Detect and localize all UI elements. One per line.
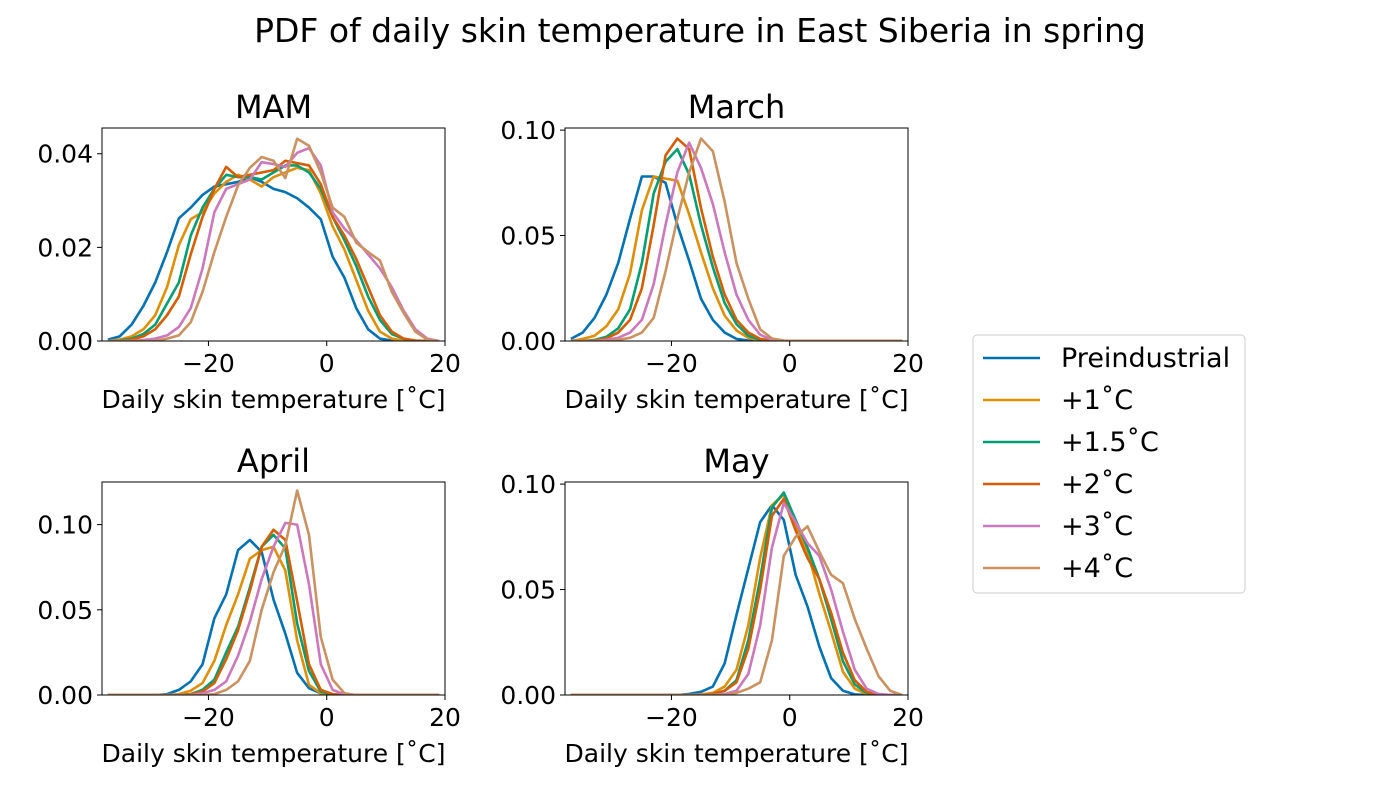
figure-suptitle: PDF of daily skin temperature in East Si… [254,11,1146,50]
legend-entry-plus-1-5c: +1.5˚C [983,427,1159,458]
subplot-may: −20 0 20 0.00 0.05 0.10 May Daily skin temperat… [500,442,924,768]
may-ytick-label: 0.05 [500,576,556,605]
april-title: April [237,442,310,480]
mam-line-preindustrial [107,175,440,341]
march-xtick-label: −20 [645,349,698,378]
legend-entry-plus-1c: +1˚C [983,385,1133,416]
april-series-lines [107,489,440,695]
march-title: March [688,88,786,126]
legend-label: +1˚C [1061,385,1133,416]
may-ytick-label: 0.10 [500,470,556,499]
legend-label: +1.5˚C [1061,427,1159,458]
march-xtick-label: 20 [892,349,924,378]
mam-ytick-label: 0.02 [37,233,93,262]
march-line-plus-2c [570,137,903,341]
mam-axes-frame [101,127,446,342]
legend-label: +3˚C [1061,511,1133,542]
april-line-plus-3c [107,521,440,695]
mam-line-plus-2c [107,159,440,341]
mam-line-plus-1c [107,166,440,341]
may-xlabel: Daily skin temperature [˚C] [565,739,909,768]
legend-label: +2˚C [1061,469,1133,500]
subplot-march: −20 0 20 0.00 0.05 0.10 March Daily skin temper… [500,88,924,414]
mam-xlabel: Daily skin temperature [˚C] [102,385,446,414]
may-line-plus-4c [570,524,903,695]
mam-xtick-label: −20 [182,349,235,378]
legend-entry-plus-2c: +2˚C [983,469,1133,500]
march-ytick-label: 0.00 [500,327,556,356]
subplot-april: −20 0 20 0.00 0.05 0.10 April Daily skin temper… [37,442,461,768]
may-xtick-label: 0 [782,703,798,732]
april-ytick-label: 0.10 [37,511,93,540]
march-line-plus-3c [570,141,903,341]
april-line-plus-1-5c [107,533,440,695]
legend-entry-plus-4c: +4˚C [983,553,1133,584]
march-xtick-label: 0 [782,349,798,378]
april-line-preindustrial [107,538,440,695]
mam-line-plus-3c [107,146,440,341]
subplot-mam: −20 0 20 0.00 0.02 0.04 MAM Daily skin temperat… [37,88,461,414]
march-line-plus-1c [570,175,903,341]
march-axes-frame [564,127,909,342]
legend-frame [972,334,1246,594]
legend-entry-plus-3c: +3˚C [983,511,1133,542]
legend-label: Preindustrial [1061,343,1230,374]
march-line-plus-1-5c [570,147,903,341]
mam-title: MAM [235,88,312,126]
march-line-plus-4c [570,137,903,341]
may-series-lines [570,491,903,695]
march-line-preindustrial [570,175,903,341]
april-xtick-label: 0 [319,703,335,732]
april-axes-frame [101,481,446,696]
may-line-plus-1c [570,493,903,695]
march-ytick-label: 0.10 [500,116,556,145]
april-xtick-label: 20 [429,703,461,732]
may-xtick-label: 20 [892,703,924,732]
may-xtick-label: −20 [645,703,698,732]
april-line-plus-1c [107,545,440,695]
april-ytick-label: 0.00 [37,681,93,710]
april-line-plus-2c [107,528,440,695]
april-line-plus-4c [107,489,440,695]
may-line-plus-3c [570,501,903,695]
may-axes-frame [564,481,909,696]
mam-series-lines [107,137,440,341]
mam-xtick-label: 20 [429,349,461,378]
may-line-plus-2c [570,497,903,695]
mam-ytick-label: 0.04 [37,140,93,169]
march-ytick-label: 0.05 [500,222,556,251]
march-xlabel: Daily skin temperature [˚C] [565,385,909,414]
may-ytick-label: 0.00 [500,681,556,710]
april-ytick-label: 0.05 [37,596,93,625]
mam-line-plus-1-5c [107,164,440,341]
mam-line-plus-4c [107,137,440,341]
legend: Preindustrial +1˚C +1.5˚C +2˚C +3˚C +4˚C [972,334,1246,594]
legend-label: +4˚C [1061,553,1133,584]
march-series-lines [570,137,903,341]
legend-entry-preindustrial: Preindustrial [983,343,1230,374]
may-title: May [703,442,769,480]
mam-xtick-label: 0 [319,349,335,378]
mam-ytick-label: 0.00 [37,327,93,356]
april-xlabel: Daily skin temperature [˚C] [102,739,446,768]
may-line-preindustrial [570,503,903,695]
april-xtick-label: −20 [182,703,235,732]
